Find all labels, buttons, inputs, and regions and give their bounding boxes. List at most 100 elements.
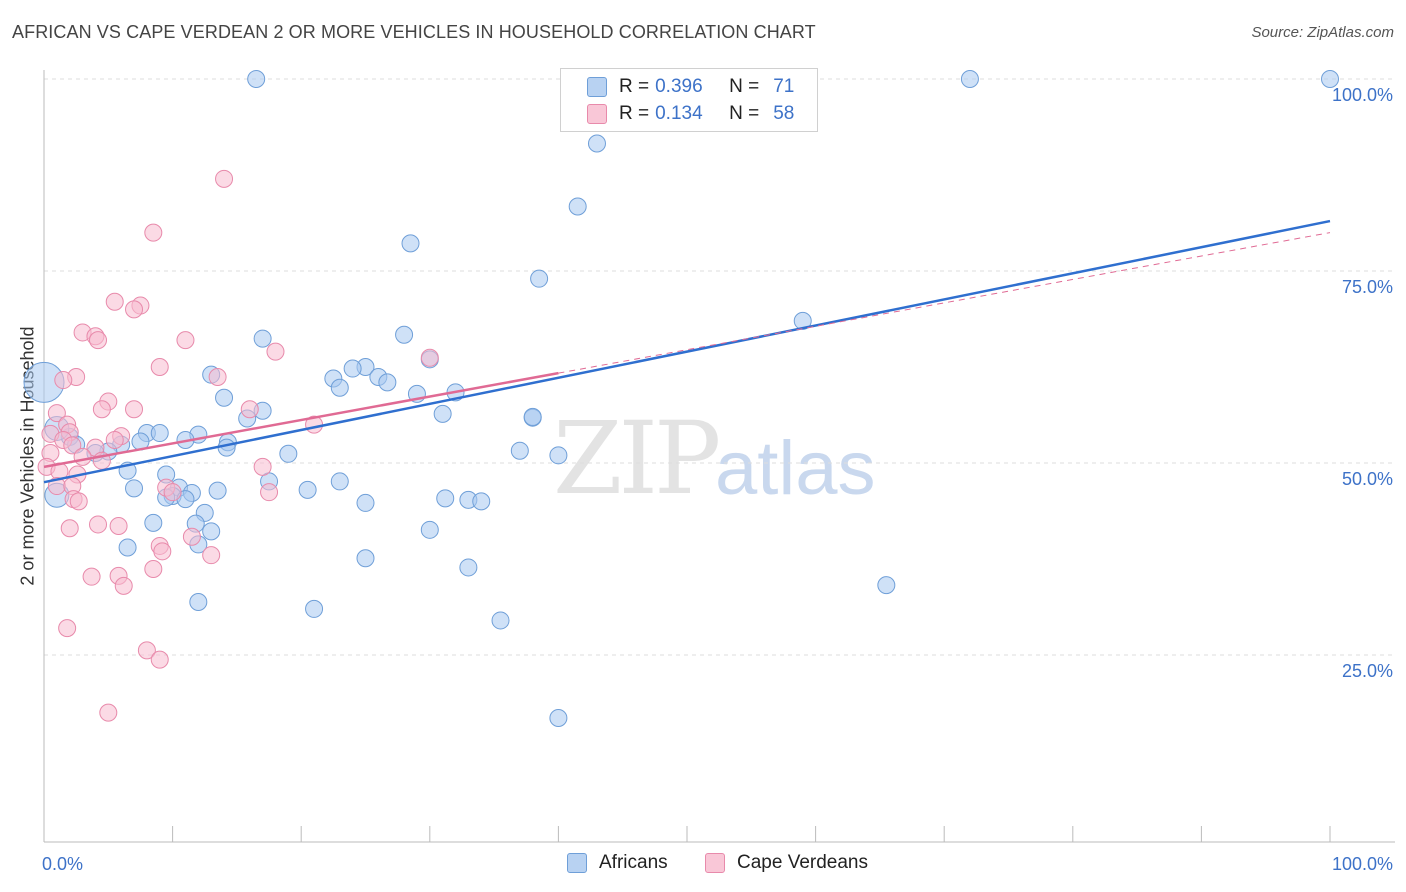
cape-verdeans-point bbox=[89, 515, 108, 534]
chart-title: AFRICAN VS CAPE VERDEAN 2 OR MORE VEHICL… bbox=[12, 22, 816, 42]
y-tick-label: 50.0% bbox=[1342, 469, 1393, 489]
africans-swatch bbox=[587, 77, 607, 97]
africans-point bbox=[330, 378, 349, 397]
africans-point bbox=[587, 134, 606, 153]
legend-item-cape-verdeans[interactable]: Cape Verdeans bbox=[705, 852, 868, 874]
n-label: N = bbox=[729, 76, 760, 97]
cape-verdeans-swatch bbox=[587, 104, 607, 124]
africans-point bbox=[530, 269, 549, 288]
cape-verdeans-point bbox=[266, 342, 285, 361]
africans-n-value: 71 bbox=[773, 76, 795, 97]
africans-legend-swatch bbox=[567, 853, 587, 873]
cape-verdeans-point bbox=[240, 400, 259, 419]
africans-point bbox=[217, 438, 236, 457]
africans-point bbox=[378, 373, 397, 392]
cape-verdeans-point bbox=[73, 447, 92, 466]
africans-point bbox=[436, 489, 455, 508]
cape-verdeans-legend-label: Cape Verdeans bbox=[737, 852, 868, 873]
cape-verdeans-point bbox=[105, 292, 124, 311]
africans-point bbox=[568, 197, 587, 216]
y-tick-label: 25.0% bbox=[1342, 661, 1393, 681]
legend-row-africans: R = 0.396 N = 71 bbox=[587, 74, 794, 100]
africans-point bbox=[549, 446, 568, 465]
africans-point bbox=[395, 325, 414, 344]
africans-point bbox=[189, 593, 208, 612]
n-label: N = bbox=[729, 103, 760, 124]
africans-point bbox=[125, 479, 144, 498]
cape-verdeans-point bbox=[202, 546, 221, 565]
africans-point bbox=[215, 388, 234, 407]
cape-verdeans-point bbox=[253, 457, 272, 476]
africans-point bbox=[510, 441, 529, 460]
africans-point bbox=[330, 472, 349, 491]
x-tick-label: 0.0% bbox=[42, 854, 83, 874]
africans-point bbox=[343, 359, 362, 378]
cape-verdeans-point bbox=[82, 567, 101, 586]
cape-verdeans-point bbox=[215, 169, 234, 188]
cape-verdeans-point bbox=[182, 527, 201, 546]
cape-verdeans-point bbox=[63, 436, 82, 455]
africans-point bbox=[208, 481, 227, 500]
africans-point bbox=[472, 492, 491, 511]
cape-verdeans-legend-swatch bbox=[705, 853, 725, 873]
africans-point bbox=[877, 576, 896, 595]
cape-verdeans-point bbox=[150, 650, 169, 669]
africans-point bbox=[549, 708, 568, 727]
r-label: R = bbox=[619, 103, 650, 124]
africans-point bbox=[1321, 70, 1339, 88]
cape-verdeans-point bbox=[150, 358, 169, 376]
cape-verdeans-point bbox=[109, 516, 128, 535]
legend-row-cape-verdeans: R = 0.134 N = 58 bbox=[587, 101, 794, 127]
africans-point bbox=[523, 407, 542, 426]
africans-point bbox=[298, 480, 317, 499]
africans-point bbox=[401, 234, 420, 253]
africans-point bbox=[202, 522, 221, 541]
africans-point bbox=[356, 549, 375, 568]
r-label: R = bbox=[619, 76, 650, 97]
africans-point bbox=[420, 520, 439, 539]
watermark-zip: ZIP bbox=[553, 400, 721, 517]
africans-point bbox=[253, 329, 272, 348]
africans-point bbox=[793, 311, 812, 330]
cape-verdeans-point bbox=[54, 371, 73, 390]
cape-verdeans-point bbox=[260, 483, 279, 502]
cape-verdeans-point bbox=[208, 367, 227, 386]
legend-item-africans[interactable]: Africans bbox=[567, 852, 668, 874]
africans-point bbox=[279, 444, 298, 463]
cape-verdeans-trendline bbox=[558, 232, 1331, 374]
cape-verdeans-point bbox=[144, 559, 163, 578]
cape-verdeans-point bbox=[60, 519, 79, 538]
cape-verdeans-point bbox=[144, 223, 163, 242]
cape-verdeans-point bbox=[69, 492, 88, 511]
cape-verdeans-point bbox=[47, 404, 66, 423]
africans-point bbox=[305, 599, 324, 618]
africans-legend-label: Africans bbox=[599, 852, 668, 873]
africans-point bbox=[433, 404, 452, 423]
cape-verdeans-point bbox=[163, 483, 182, 502]
cape-verdeans-point bbox=[89, 331, 108, 350]
cape-verdeans-point bbox=[114, 576, 133, 595]
watermark-atlas: atlas bbox=[715, 426, 876, 511]
cape-verdeans-point bbox=[92, 400, 111, 419]
cape-verdeans-point bbox=[137, 641, 156, 660]
africans-point bbox=[960, 70, 979, 88]
cape-verdeans-r-value: 0.134 bbox=[655, 103, 703, 124]
cape-verdeans-point bbox=[125, 400, 144, 419]
africans-trendline bbox=[43, 219, 1331, 484]
y-tick-label: 75.0% bbox=[1342, 277, 1393, 297]
cape-verdeans-point bbox=[420, 348, 439, 367]
correlation-legend: R = 0.396 N = 71 R = 0.134 N = 58 bbox=[560, 68, 818, 132]
y-tick-label: 100.0% bbox=[1332, 85, 1393, 105]
cape-verdeans-point bbox=[58, 619, 77, 638]
africans-point bbox=[118, 538, 137, 557]
cape-verdeans-point bbox=[153, 542, 172, 561]
series-legend: Africans Cape Verdeans bbox=[0, 852, 1406, 878]
cape-verdeans-n-value: 58 bbox=[773, 103, 795, 124]
africans-point bbox=[356, 493, 375, 512]
cape-verdeans-point bbox=[105, 430, 124, 449]
africans-r-value: 0.396 bbox=[655, 76, 703, 97]
africans-point bbox=[491, 611, 510, 630]
x-tick-label: 100.0% bbox=[1332, 854, 1393, 874]
cape-verdeans-point bbox=[125, 300, 144, 319]
